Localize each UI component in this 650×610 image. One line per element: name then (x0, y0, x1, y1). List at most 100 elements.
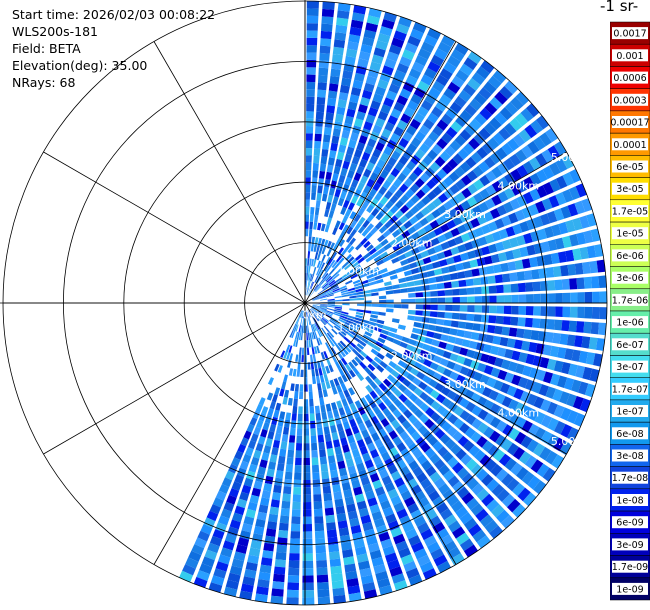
range-bin (311, 185, 317, 193)
range-bin (306, 265, 309, 274)
range-bin (442, 489, 455, 501)
range-bin (356, 553, 369, 563)
range-bin (406, 143, 418, 154)
range-bin (459, 305, 468, 312)
range-bin (279, 515, 290, 524)
range-bin (336, 255, 343, 263)
range-bin (326, 164, 334, 173)
range-bin (451, 382, 462, 393)
range-bin (301, 355, 304, 363)
range-bin (388, 348, 397, 356)
range-bin (336, 17, 349, 27)
range-bin (527, 475, 541, 490)
range-bin (326, 292, 334, 296)
range-bin (315, 538, 326, 546)
range-bin (472, 277, 482, 286)
range-bin (333, 325, 341, 332)
range-bin (328, 331, 335, 338)
range-bin (366, 223, 375, 232)
range-bin (383, 145, 393, 156)
range-bin (344, 263, 352, 271)
range-bin (390, 343, 399, 351)
range-bin (324, 224, 330, 233)
radar-ray (311, 307, 547, 495)
range-bin (282, 396, 288, 405)
range-bin (366, 204, 375, 214)
range-bin (317, 222, 322, 231)
range-bin (480, 353, 490, 363)
range-bin (320, 262, 326, 270)
range-bin (264, 415, 272, 424)
range-bin (332, 196, 339, 205)
range-bin (486, 478, 499, 492)
range-bin (323, 134, 331, 143)
range-bin (496, 305, 505, 314)
radar-ray (312, 169, 581, 300)
range-bin (261, 390, 269, 399)
range-bin (461, 472, 474, 485)
range-bin (541, 149, 554, 163)
range-bin (383, 163, 393, 173)
range-bin (335, 323, 343, 330)
range-bin (317, 288, 324, 294)
range-bin (338, 283, 346, 288)
range-bin (505, 226, 516, 237)
range-bin (514, 402, 526, 415)
range-bin (286, 405, 292, 413)
range-bin (267, 521, 277, 530)
range-bin (422, 256, 432, 265)
range-bin (317, 427, 324, 436)
range-bin (279, 448, 287, 457)
range-bin (336, 400, 343, 409)
range-bin (341, 77, 352, 87)
range-bin (349, 26, 362, 37)
range-bin (239, 530, 251, 540)
range-bin (406, 281, 415, 287)
range-bin (243, 477, 254, 487)
range-bin (514, 431, 527, 445)
range-bin (306, 118, 314, 127)
range-bin (333, 166, 341, 175)
range-bin (445, 379, 455, 389)
range-bin (332, 243, 339, 252)
range-bin (447, 55, 461, 68)
range-bin (465, 414, 477, 426)
range-bin (311, 282, 316, 290)
range-bin (330, 142, 338, 152)
range-bin (473, 371, 483, 382)
range-bin (459, 410, 471, 421)
range-bin (480, 276, 489, 285)
range-bin (358, 245, 366, 254)
range-bin (414, 54, 428, 67)
range-bin (487, 221, 498, 232)
range-bin (393, 262, 402, 269)
range-bin (312, 298, 320, 301)
range-bin (306, 332, 309, 341)
range-bin (351, 479, 361, 489)
range-bin (403, 220, 413, 229)
range-bin (438, 193, 449, 203)
colorbar-label-bg (612, 449, 648, 462)
range-bin (526, 244, 536, 256)
range-bin (595, 338, 605, 351)
radar-ray (286, 311, 305, 605)
range-bin (437, 41, 452, 54)
range-bin (489, 96, 503, 110)
range-bin (427, 541, 441, 554)
radar-ray (312, 304, 600, 382)
range-bin (336, 151, 345, 161)
range-bin (286, 457, 294, 465)
range-bin (457, 244, 467, 253)
range-bin (311, 442, 318, 451)
range-bin (341, 241, 349, 249)
range-bin (349, 211, 357, 220)
range-bin (538, 384, 549, 397)
range-bin (393, 101, 405, 113)
range-bin (298, 406, 303, 414)
range-bin (307, 310, 311, 318)
range-bin (348, 310, 357, 314)
range-bin (348, 329, 356, 336)
range-bin (484, 102, 498, 115)
range-bin (301, 310, 304, 319)
